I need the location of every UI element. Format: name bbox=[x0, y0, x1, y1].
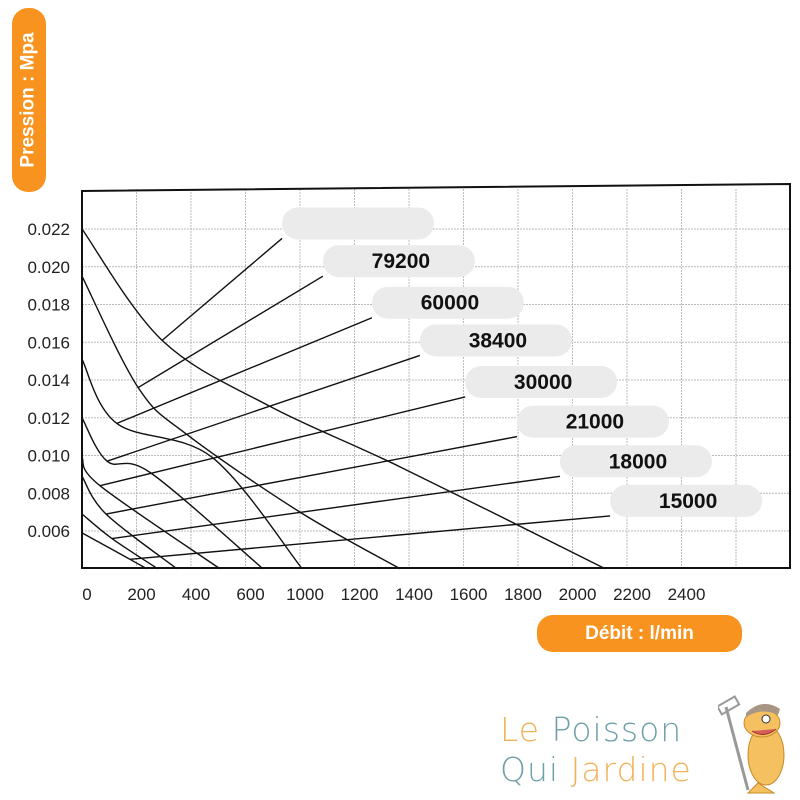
y-axis-label: Pression : Mpa bbox=[12, 8, 46, 192]
series-label: 21000 bbox=[566, 411, 624, 434]
pressure-curve bbox=[81, 275, 401, 570]
series-label-pill bbox=[559, 445, 712, 478]
logo-word: Qui bbox=[500, 750, 560, 789]
logo: Le Poisson Qui Jardine bbox=[500, 710, 692, 790]
series-label-pill bbox=[322, 245, 475, 278]
y-tick-label: 0.020 bbox=[27, 258, 70, 277]
x-tick-label: 1200 bbox=[341, 585, 379, 604]
x-tick-label: 2000 bbox=[559, 585, 597, 604]
y-tick-label: 0.022 bbox=[27, 220, 70, 239]
y-tick-label: 0.006 bbox=[27, 522, 70, 541]
series-label-pill bbox=[465, 365, 618, 398]
y-tick-label: 0.012 bbox=[27, 409, 70, 428]
series-label-pill bbox=[282, 207, 435, 240]
series-line bbox=[129, 515, 611, 561]
series-label: 79200 bbox=[372, 250, 430, 273]
plot-frame bbox=[81, 182, 791, 569]
logo-word: Poisson bbox=[551, 710, 683, 749]
x-tick-label: 1600 bbox=[450, 585, 488, 604]
pressure-curve bbox=[81, 358, 303, 570]
x-tick-label: 200 bbox=[127, 585, 155, 604]
y-tick-label: 0.008 bbox=[27, 484, 70, 503]
series-line bbox=[137, 275, 324, 389]
series-line bbox=[105, 435, 518, 515]
series-line bbox=[111, 475, 561, 540]
series-line bbox=[116, 317, 373, 425]
series-label: 38400 bbox=[469, 329, 527, 352]
x-tick-label: 1400 bbox=[395, 585, 433, 604]
y-tick-label: 0.018 bbox=[27, 296, 70, 315]
x-axis-label: Débit : l/min bbox=[537, 615, 742, 652]
series-label-pill bbox=[419, 324, 572, 357]
series-line bbox=[99, 396, 466, 487]
pressure-curve bbox=[81, 417, 264, 570]
series-label-pill bbox=[371, 286, 524, 319]
x-tick-label: 0 bbox=[82, 585, 91, 604]
x-tick-label: 2200 bbox=[613, 585, 651, 604]
series-label: 18000 bbox=[609, 450, 667, 473]
series-label: 60000 bbox=[421, 292, 479, 315]
logo-word: Le bbox=[500, 710, 541, 749]
y-tick-label: 0.016 bbox=[27, 333, 70, 352]
series-label-pill bbox=[516, 405, 669, 438]
y-tick-label: 0.010 bbox=[27, 447, 70, 466]
pressure-curve bbox=[81, 513, 159, 570]
x-tick-label: 600 bbox=[236, 585, 264, 604]
pressure-curve bbox=[81, 532, 148, 570]
y-axis-label-text: Pression : Mpa bbox=[18, 32, 39, 168]
x-tick-label: 1800 bbox=[504, 585, 542, 604]
fish-mascot-icon bbox=[718, 695, 785, 794]
series-line bbox=[106, 354, 421, 462]
series-label: 15000 bbox=[659, 490, 717, 513]
logo-word: Jardine bbox=[570, 750, 692, 789]
y-tick-label: 0.014 bbox=[27, 371, 70, 390]
series-label: 30000 bbox=[514, 371, 572, 394]
x-tick-label: 400 bbox=[182, 585, 210, 604]
pressure-curve bbox=[81, 228, 606, 570]
x-tick-label: 2400 bbox=[668, 585, 706, 604]
pressure-curve bbox=[81, 475, 178, 570]
series-label-pill bbox=[610, 484, 763, 517]
x-tick-label: 1000 bbox=[286, 585, 324, 604]
series-line bbox=[161, 237, 283, 341]
